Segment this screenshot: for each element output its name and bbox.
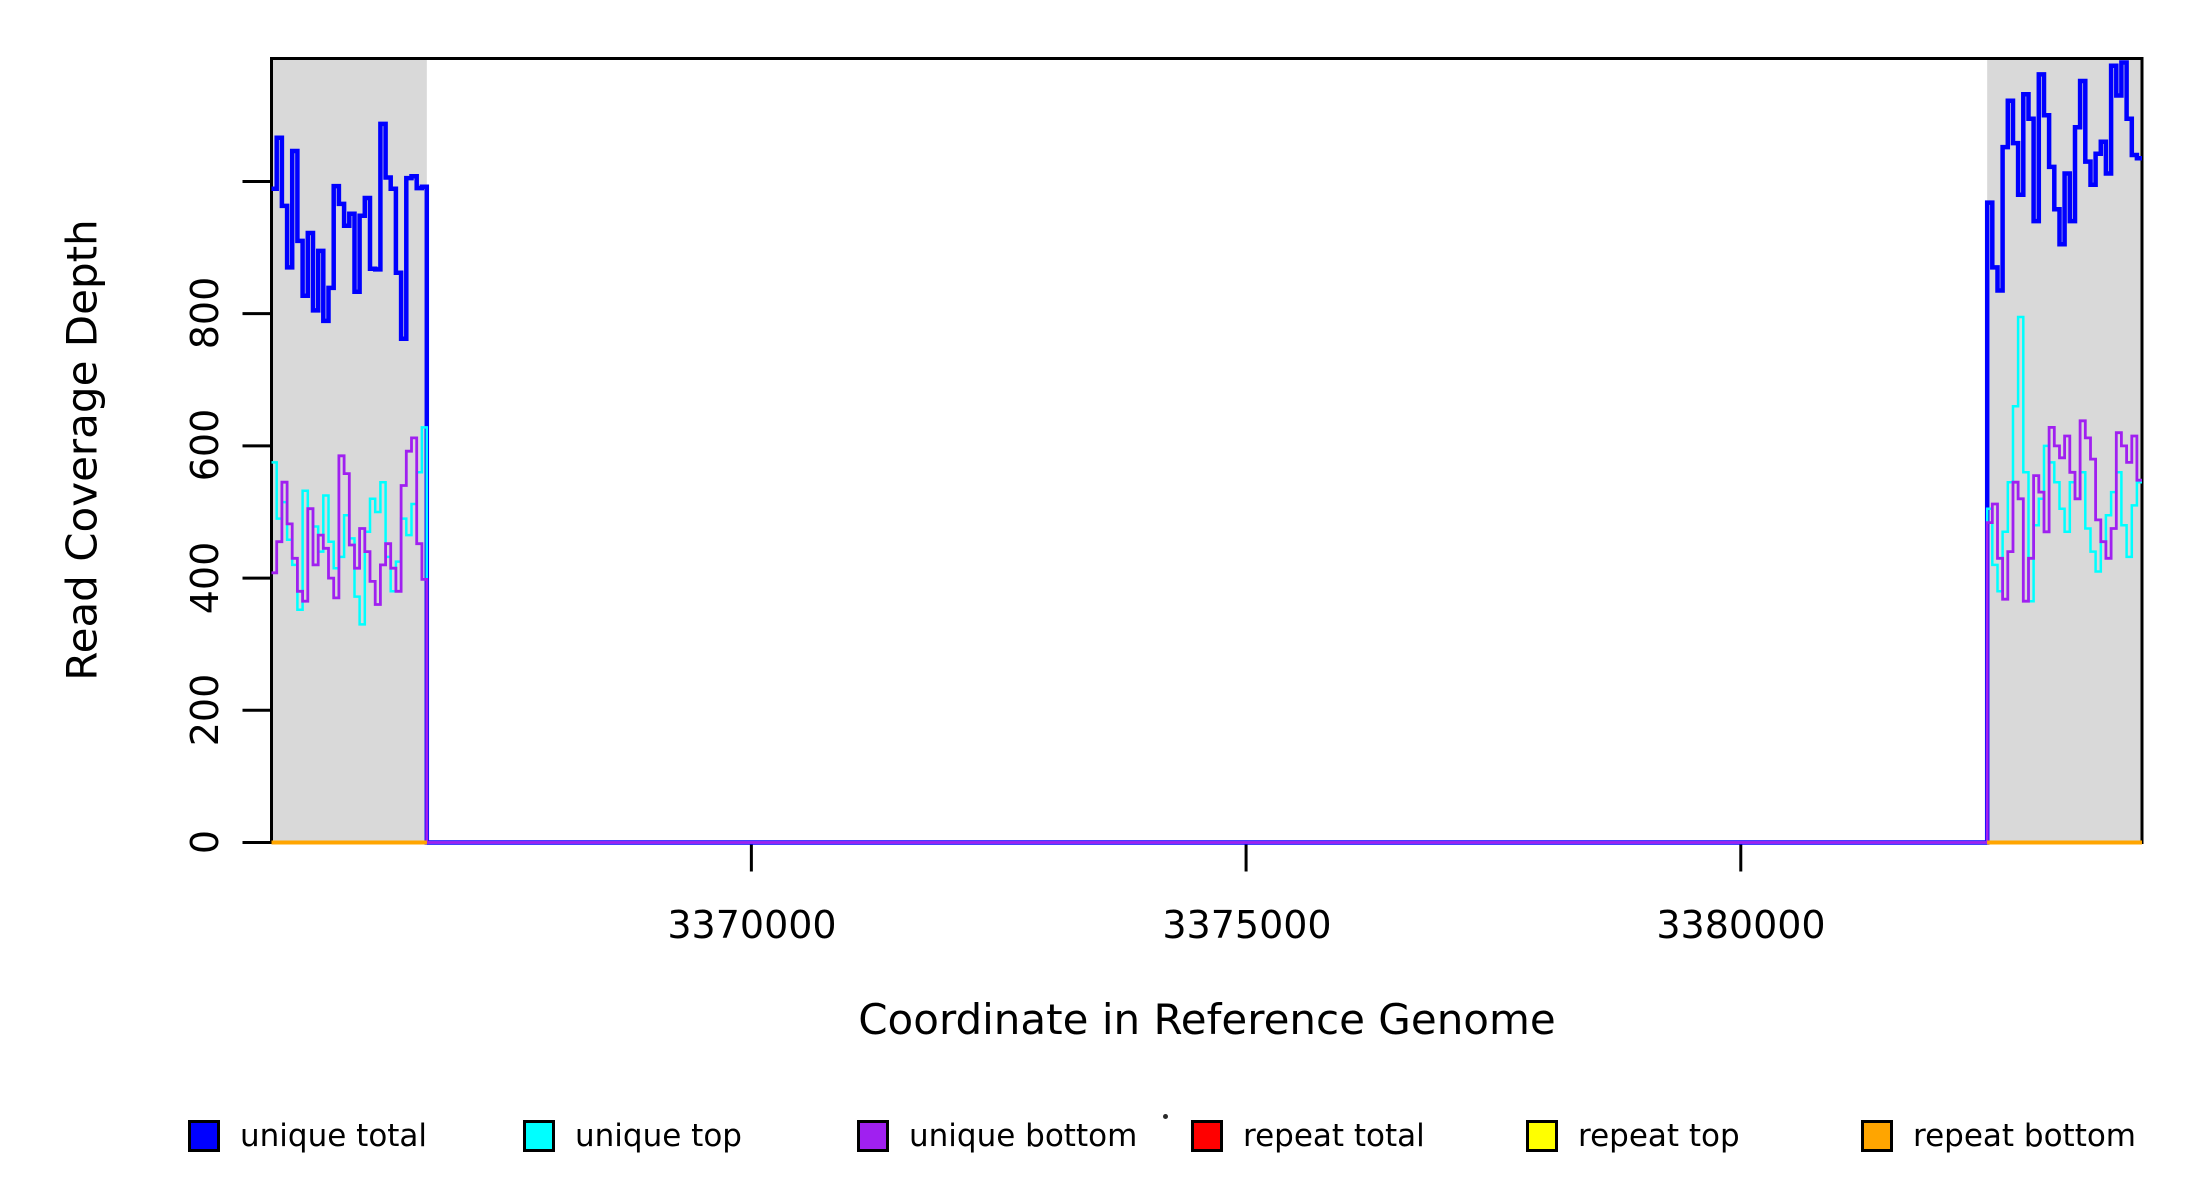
- series-unique-top: [271, 315, 2142, 844]
- y-tick-label-0: 0: [183, 829, 227, 855]
- repeat-total-swatch: [1191, 1120, 1223, 1152]
- x-tick-label-3375000: 3375000: [1162, 903, 1332, 947]
- plot-frame: [270, 57, 2144, 844]
- legend-label: unique bottom: [909, 1118, 1138, 1154]
- x-tick-label-3380000: 3380000: [1656, 903, 1826, 947]
- series-unique-bottom: [271, 419, 2142, 844]
- legend-label: unique total: [240, 1118, 428, 1154]
- x-axis-title: Coordinate in Reference Genome: [858, 995, 1556, 1044]
- legend-label: repeat total: [1243, 1118, 1425, 1154]
- y-tick-label-400: 400: [183, 541, 227, 615]
- legend-item-repeat-total: repeat total: [1191, 1118, 1425, 1154]
- legend-item-unique-top: unique top: [523, 1118, 742, 1154]
- series-unique-total: [271, 60, 2142, 845]
- legend-item-repeat-bottom: repeat bottom: [1861, 1118, 2136, 1154]
- repeat-bottom-swatch: [1861, 1120, 1893, 1152]
- unique-total-swatch: [188, 1120, 220, 1152]
- legend-item-repeat-top: repeat top: [1526, 1118, 1740, 1154]
- legend-item-unique-bottom: unique bottom: [857, 1118, 1137, 1154]
- y-tick-label-800: 800: [183, 276, 227, 350]
- unique-bottom-swatch: [857, 1120, 889, 1152]
- repeat-top-swatch: [1526, 1120, 1558, 1152]
- legend-label: unique top: [575, 1118, 742, 1154]
- legend-item-unique-total: unique total: [188, 1118, 427, 1154]
- y-axis-title: Read Coverage Depth: [57, 219, 107, 681]
- stray-dot: [1163, 1114, 1168, 1119]
- legend-label: repeat bottom: [1913, 1118, 2137, 1154]
- legend-label: repeat top: [1578, 1118, 1740, 1154]
- repeat-region-0: [271, 58, 427, 843]
- unique-top-swatch: [523, 1120, 555, 1152]
- y-tick-label-200: 200: [183, 673, 227, 747]
- y-tick-label-600: 600: [183, 408, 227, 482]
- x-tick-label-3370000: 3370000: [667, 903, 837, 947]
- series-layer: [271, 60, 2142, 845]
